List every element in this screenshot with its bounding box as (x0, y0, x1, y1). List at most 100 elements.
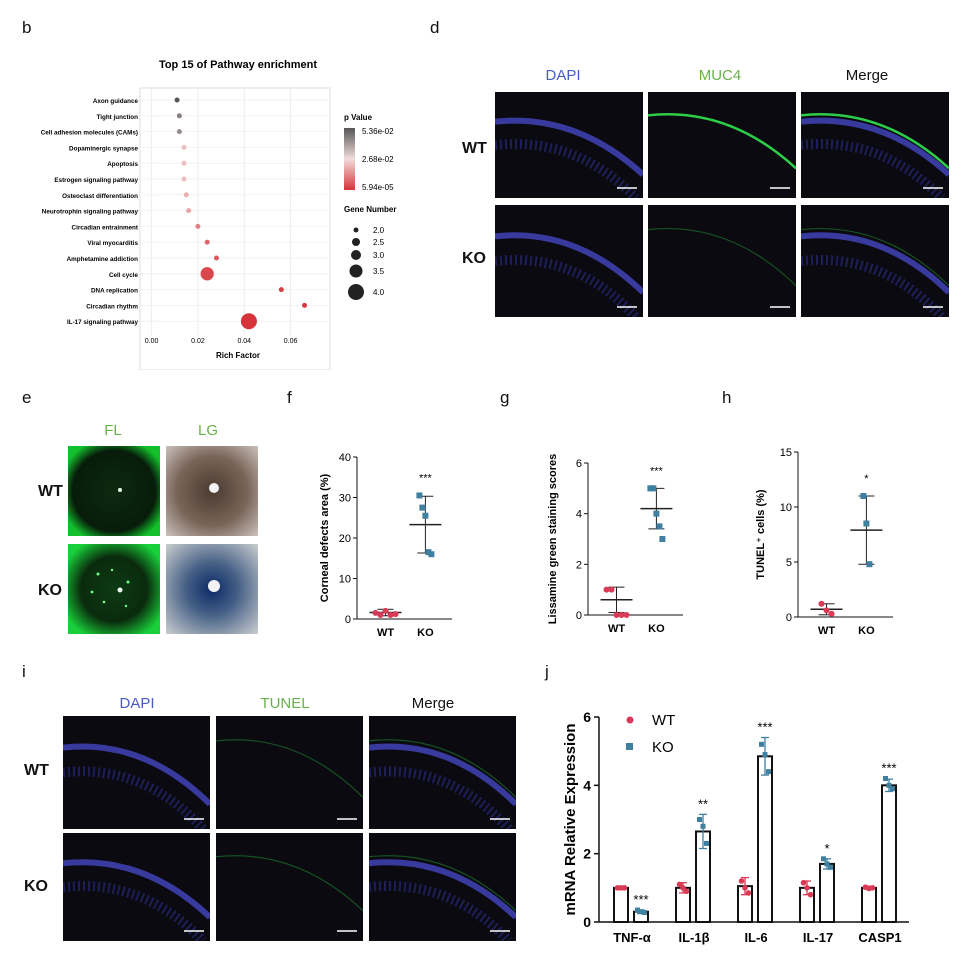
micrograph-dapi-wt (495, 92, 643, 198)
pathway-category-label: Viral myocarditis (87, 240, 138, 247)
panel-i-col-tunel: TUNEL (260, 695, 310, 712)
eye-wt-fl (68, 446, 160, 536)
data-point (821, 856, 826, 862)
data-point (697, 817, 702, 822)
chart-b-grid (140, 88, 330, 335)
x-tick-label: IL-6 (744, 930, 767, 945)
pathway-category-label: Cell adhesion molecules (CAMs) (41, 130, 138, 137)
pathway-category-label: Dopaminergic synapse (69, 145, 138, 152)
data-point (860, 493, 867, 499)
panel-i-row-wt: WT (24, 762, 49, 779)
data-point (766, 769, 771, 775)
data-point (372, 609, 379, 616)
data-point (866, 561, 873, 568)
panel-label-h: h (722, 388, 732, 407)
data-point (603, 586, 610, 593)
panel-label-i: i (22, 662, 26, 681)
legend-marker-ko (626, 743, 633, 750)
gene-legend-title: Gene Number (344, 205, 396, 214)
pathway-point (200, 267, 214, 281)
data-point (762, 752, 768, 758)
y-tick-label: 0 (786, 612, 792, 624)
data-point (800, 879, 807, 886)
micrograph-green-wt (648, 92, 796, 198)
data-point (824, 861, 830, 867)
data-point (828, 864, 833, 870)
pathway-category-label: Circadian rhythm (86, 303, 138, 310)
micrograph-dapi-ko (495, 205, 643, 317)
pathway-category-label: Tight junction (96, 114, 138, 121)
pathway-point (181, 144, 187, 150)
data-point (638, 909, 644, 915)
micrograph-merge-ko (369, 833, 516, 941)
y-tick-label: 0 (576, 610, 582, 622)
data-point (416, 492, 423, 499)
data-point (745, 890, 752, 896)
panel-e-row-wt: WT (38, 483, 63, 500)
panel-i-col-dapi: DAPI (119, 695, 155, 712)
y-tick-label: 0 (583, 914, 591, 930)
panel-d-col-merge: Merge (845, 67, 889, 84)
pathway-point (278, 287, 284, 293)
pathway-point (183, 192, 189, 198)
y-axis-label: TUNEL⁺ cells (%) (755, 489, 767, 579)
pathway-category-label: Neurotrophin signaling pathway (42, 209, 139, 216)
y-tick-label: 10 (780, 502, 792, 514)
x-tick-label: WT (608, 623, 625, 635)
y-axis-label: mRNA Relative Expression (562, 723, 579, 915)
y-tick-label: 5 (786, 557, 792, 569)
y-tick-label: 4 (576, 509, 582, 521)
micrograph-green-ko (216, 833, 363, 941)
pathway-point (195, 223, 201, 229)
pvalue-tick: 2.68e-02 (362, 155, 394, 164)
panel-d-row-ko: KO (462, 250, 486, 267)
data-point (804, 885, 810, 891)
data-point (659, 536, 666, 542)
data-point (656, 523, 663, 530)
gene-legend-dot (348, 284, 364, 300)
chart-b-categories: Axon guidance Tight junction Cell adhesion… (41, 98, 139, 326)
y-tick-label: 0 (345, 614, 351, 626)
bar-wt (613, 886, 629, 923)
corneal-defects-chart: 0 10 20 30 40 Corneal defects area (%) WT KO *** (319, 452, 452, 639)
eye-ko-lg (166, 544, 258, 634)
panel-label-b: b (22, 18, 32, 37)
legend-marker-wt (626, 716, 634, 724)
data-point (863, 520, 870, 527)
pathway-category-label: Cell cycle (109, 272, 139, 279)
bar-ko (757, 755, 773, 923)
bar-wt (861, 886, 877, 923)
micrograph-green-ko (648, 205, 796, 317)
data-point (635, 907, 640, 913)
panel-i-col-merge: Merge (411, 695, 455, 712)
pathway-category-label: Axon guidance (93, 98, 139, 105)
y-tick-label: 6 (583, 709, 591, 725)
panel-d-row-wt: WT (462, 140, 487, 157)
data-point (869, 885, 876, 891)
gene-legend-dot (349, 264, 363, 278)
eye-ko-fl (68, 544, 160, 634)
pvalue-legend-title: p Value (344, 113, 373, 122)
data-point (419, 504, 426, 511)
gene-legend-tick: 3.5 (373, 267, 385, 276)
data-point (621, 885, 628, 891)
x-tick-label: 0.02 (191, 338, 205, 345)
pathway-point (181, 160, 187, 166)
bar-ko (881, 784, 897, 924)
y-tick-label: 10 (339, 574, 351, 586)
data-point (653, 510, 660, 517)
data-point (828, 610, 835, 617)
panel-e-col-lg: LG (197, 422, 218, 439)
pathway-point (204, 239, 210, 245)
panel-e-row-ko: KO (38, 582, 62, 599)
panel-label-e: e (22, 388, 32, 407)
tunel-cells-chart: 0 5 10 15 TUNEL⁺ cells (%) WT KO * (755, 447, 893, 637)
panel-label-g: g (500, 388, 510, 407)
y-tick-label: 2 (576, 559, 582, 571)
data-point (387, 611, 394, 618)
data-point (823, 607, 830, 614)
panel-label-d: d (430, 18, 440, 37)
gene-legend-dot (353, 227, 359, 233)
gene-legend-dot (352, 238, 360, 246)
